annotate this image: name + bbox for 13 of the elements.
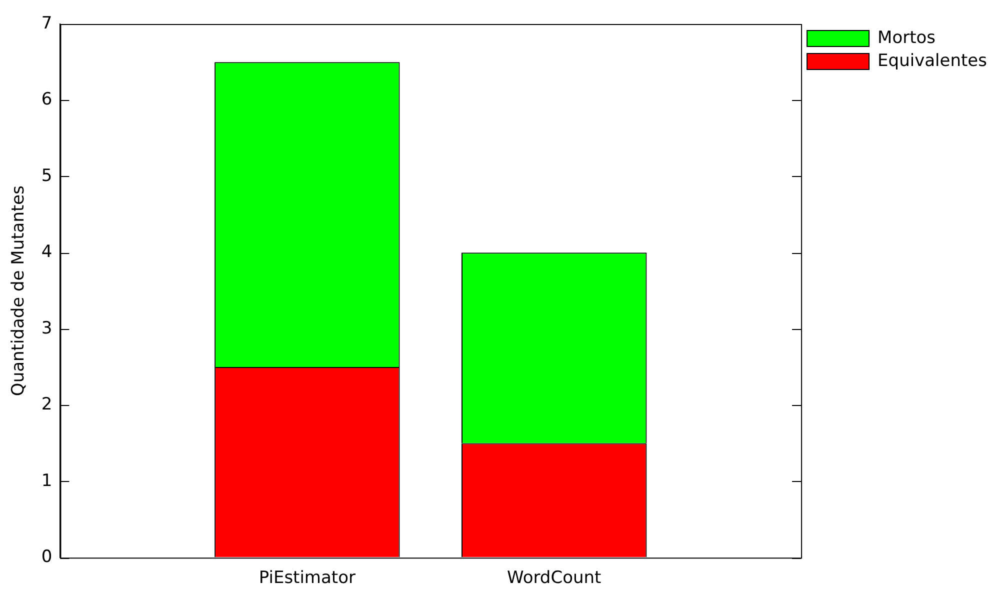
y-tick-label: 5 xyxy=(41,166,52,186)
y-tick-label: 6 xyxy=(41,90,52,110)
y-tick-label: 1 xyxy=(41,470,52,491)
y-tick-label: 3 xyxy=(41,318,52,338)
y-tick-label: 0 xyxy=(41,547,52,568)
x-tick-label: PiEstimator xyxy=(258,568,356,588)
y-tick-label: 7 xyxy=(41,13,52,34)
x-tick-label: WordCount xyxy=(507,568,602,588)
y-tick-label: 4 xyxy=(41,242,52,262)
legend-label: Equivalentes xyxy=(878,50,988,71)
legend-label: Mortos xyxy=(878,28,936,48)
y-tick-label: 2 xyxy=(41,394,52,415)
y-axis-title: Quantidade de Mutantes xyxy=(8,185,29,396)
